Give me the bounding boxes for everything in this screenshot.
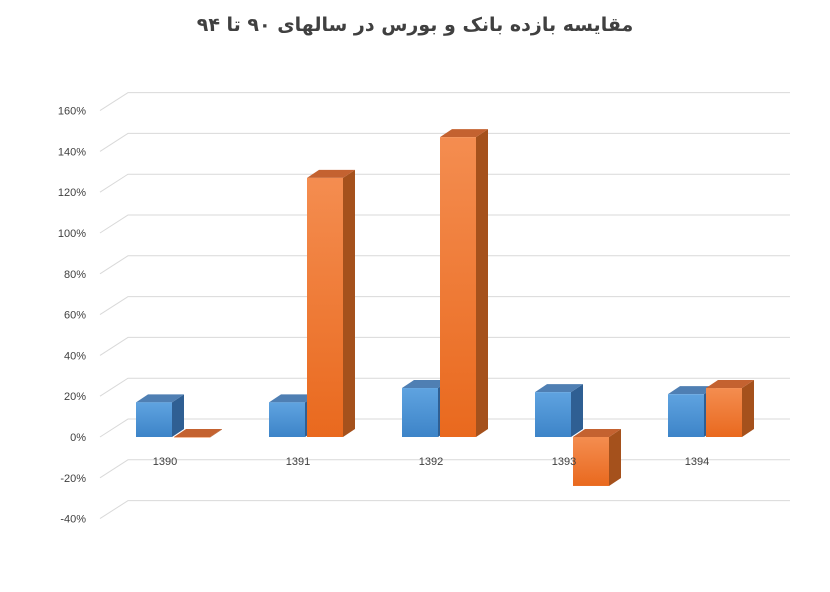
y-tick-label: 20% — [64, 391, 86, 403]
gridline — [99, 377, 790, 397]
gridline — [99, 296, 790, 316]
x-tick-label: 1394 — [685, 456, 709, 468]
bar-series-2-1392 — [440, 129, 488, 437]
x-tick-label: 1391 — [286, 456, 310, 468]
y-tick-label: 140% — [58, 146, 86, 158]
gridline — [99, 214, 790, 234]
y-tick-label: 160% — [58, 106, 86, 118]
y-tick-label: -20% — [60, 473, 86, 485]
gridline — [99, 500, 790, 520]
gridline — [99, 92, 790, 112]
x-tick-label: 1393 — [552, 456, 576, 468]
x-tick-label: 1392 — [419, 456, 443, 468]
y-tick-label: 60% — [64, 310, 86, 322]
bar-series-1-1393 — [535, 384, 583, 437]
gridline — [99, 173, 790, 193]
bar-series-2-1391 — [307, 169, 355, 438]
gridline — [99, 336, 790, 356]
y-tick-label: 100% — [58, 228, 86, 240]
bar-series-2-1394 — [706, 380, 754, 437]
bar-series-2-1393 — [573, 429, 621, 486]
y-tick-label: 40% — [64, 350, 86, 362]
gridline — [99, 459, 790, 479]
y-tick-label: 80% — [64, 269, 86, 281]
x-tick-label: 1390 — [153, 456, 177, 468]
gridline — [99, 255, 790, 275]
chart-title: مقایسه بازده بانک و بورس در سالهای ۹۰ تا… — [196, 14, 634, 36]
y-tick-label: -40% — [60, 514, 86, 526]
bar-series-1-1390 — [136, 394, 184, 437]
bar-series-2-1390 — [174, 429, 222, 438]
gridline — [99, 132, 790, 152]
y-tick-label: 0% — [70, 432, 86, 444]
y-tick-label: 120% — [58, 187, 86, 199]
